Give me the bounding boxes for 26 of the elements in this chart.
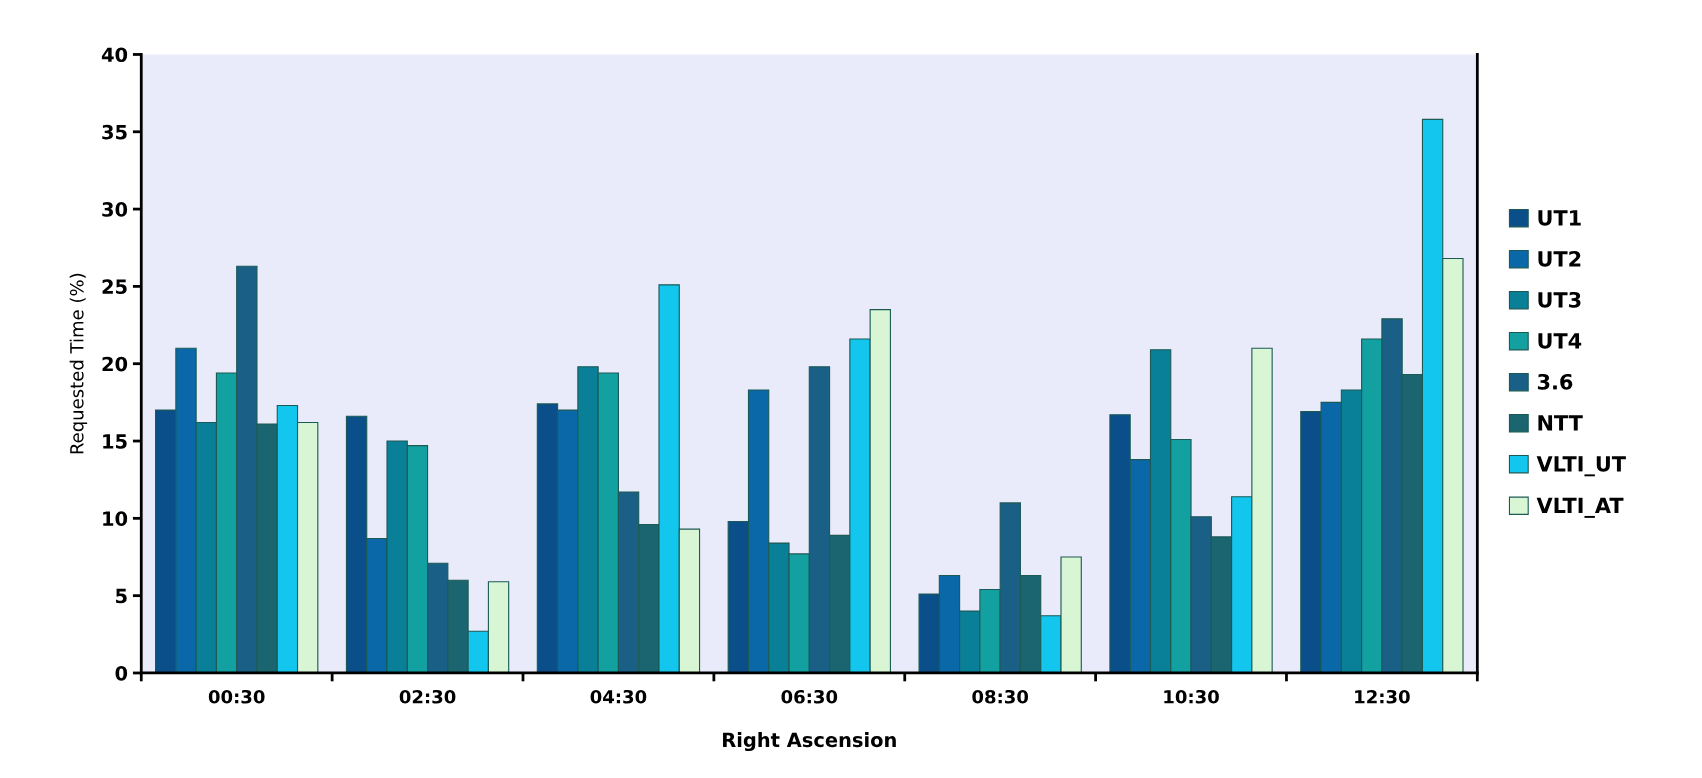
x-tick-label: 12:30 bbox=[1355, 689, 1410, 704]
y-tick-label: 10 bbox=[103, 511, 128, 527]
y-tick-label: 15 bbox=[103, 434, 127, 449]
legend-label: UT3 bbox=[1538, 291, 1581, 308]
legend-label: VLTI_UT bbox=[1536, 456, 1626, 477]
y-tick-label: 5 bbox=[116, 588, 127, 604]
legend-label: UT1 bbox=[1538, 210, 1581, 226]
legend-label: VLTI_AT bbox=[1536, 497, 1624, 518]
y-tick-label: 20 bbox=[102, 356, 128, 372]
y-tick-label: 30 bbox=[102, 202, 128, 217]
y-axis-title: Requested Time (%) bbox=[69, 273, 88, 454]
y-tick-label: 40 bbox=[101, 47, 128, 63]
x-tick-label: 06:30 bbox=[781, 689, 838, 704]
y-tick-label: 35 bbox=[102, 124, 127, 140]
legend-label: UT2 bbox=[1538, 250, 1581, 267]
x-tick-label: 00:30 bbox=[208, 689, 265, 704]
legend-label: 3.6 bbox=[1537, 373, 1573, 390]
x-tick-label: 02:30 bbox=[399, 689, 456, 704]
x-tick-label: 04:30 bbox=[590, 689, 647, 704]
x-tick-label: 10:30 bbox=[1164, 689, 1219, 704]
y-tick-label: 25 bbox=[102, 279, 127, 295]
x-axis-title: Right Ascension bbox=[723, 732, 896, 752]
y-tick-label: 0 bbox=[115, 665, 128, 681]
legend-label: NTT bbox=[1538, 415, 1583, 431]
x-tick-label: 08:30 bbox=[972, 689, 1029, 704]
legend-label: UT4 bbox=[1538, 333, 1582, 349]
